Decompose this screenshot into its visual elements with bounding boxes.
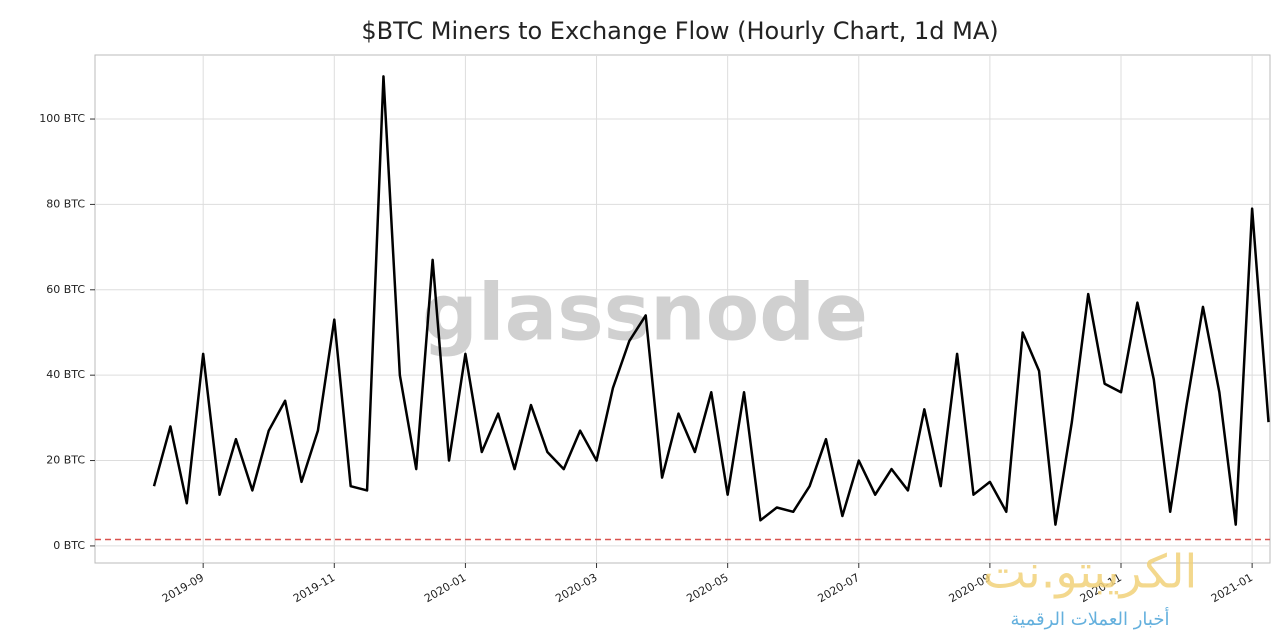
x-tick-label: 2021-01 — [1209, 571, 1255, 605]
y-tick-label: 0 BTC — [53, 539, 85, 552]
x-tick-label: 2019-11 — [291, 571, 337, 605]
y-tick-label: 20 BTC — [46, 454, 85, 467]
y-tick-label: 100 BTC — [39, 112, 85, 125]
watermark: glassnode — [422, 268, 868, 358]
x-tick-label: 2020-07 — [815, 571, 861, 605]
series-line — [152, 75, 1270, 526]
chart-title: $BTC Miners to Exchange Flow (Hourly Cha… — [361, 17, 998, 45]
plot-area — [94, 54, 1271, 564]
logo-subtext: أخبار العملات الرقمية — [1011, 607, 1170, 630]
y-tick-label: 60 BTC — [46, 283, 85, 296]
x-tick-label: 2020-01 — [422, 571, 468, 605]
x-tick-label: 2020-05 — [684, 571, 730, 605]
logo-text: الكريبتو.نت — [983, 545, 1198, 600]
y-tick-label: 80 BTC — [46, 197, 85, 210]
x-tick-label: 2020-03 — [553, 571, 599, 605]
y-tick-label: 40 BTC — [46, 368, 85, 381]
x-tick-label: 2019-09 — [160, 571, 206, 605]
